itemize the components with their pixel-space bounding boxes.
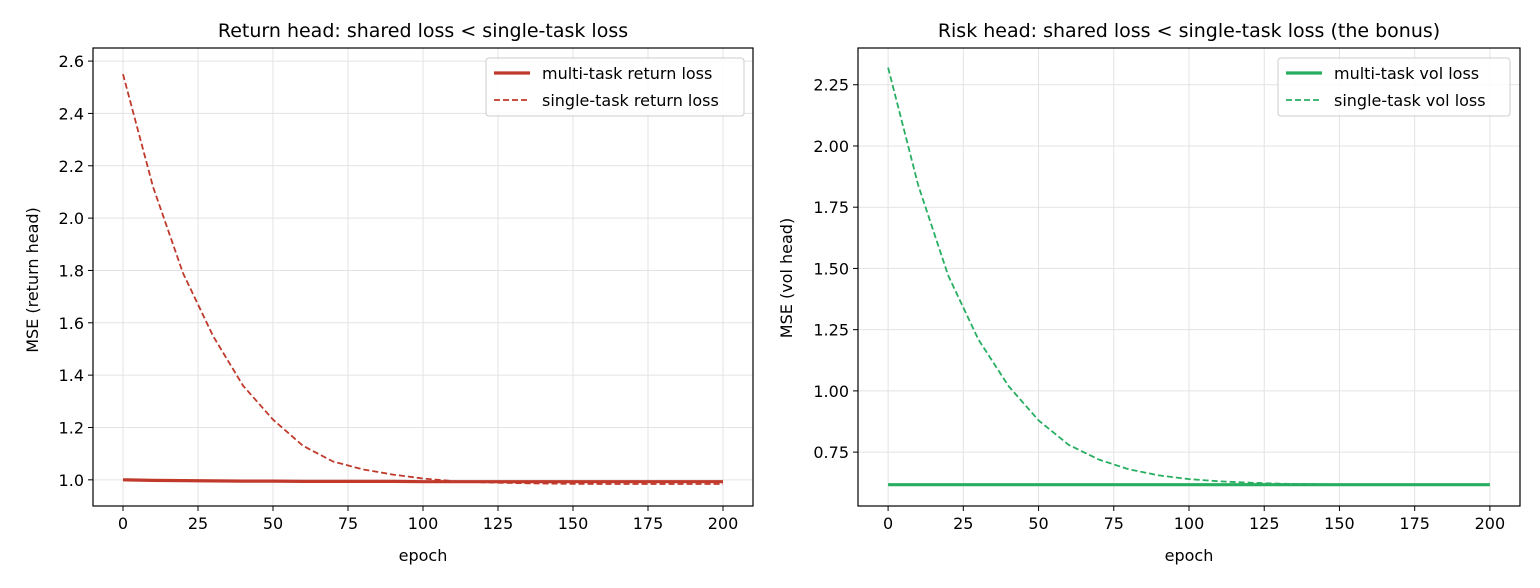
x-tick-label: 0 [118, 514, 128, 533]
y-tick-label: 2.6 [59, 52, 84, 71]
y-tick-label: 1.8 [59, 261, 84, 280]
x-tick-label: 25 [188, 514, 208, 533]
plot-frame [857, 47, 1521, 507]
x-tick-label: 50 [1028, 514, 1048, 533]
x-axis-label: epoch [1165, 546, 1214, 565]
chart-title: Return head: shared loss < single-task l… [218, 20, 628, 42]
y-tick-label: 1.4 [59, 366, 84, 385]
y-tick-label: 1.00 [813, 382, 849, 401]
x-axis-label: epoch [399, 546, 448, 565]
chart-title: Risk head: shared loss < single-task los… [938, 20, 1440, 42]
legend-box [485, 57, 745, 117]
x-tick-label: 75 [1104, 514, 1124, 533]
series-line [887, 67, 1490, 486]
y-axis-label: MSE (vol head) [777, 218, 796, 338]
y-tick-label: 2.4 [59, 104, 84, 123]
x-tick-label: 175 [1399, 514, 1430, 533]
plot-frame [92, 47, 754, 507]
chart-panel-risk-head: Risk head: shared loss < single-task los… [777, 20, 1521, 565]
y-tick-label: 2.2 [59, 157, 84, 176]
y-tick-label: 0.75 [813, 443, 849, 462]
series-line [122, 478, 723, 484]
x-tick-label: 0 [883, 514, 893, 533]
x-tick-label: 100 [408, 514, 439, 533]
x-tick-label: 200 [1475, 514, 1506, 533]
x-tick-label: 125 [1249, 514, 1280, 533]
x-tick-label: 125 [483, 514, 514, 533]
y-tick-label: 1.2 [59, 418, 84, 437]
y-tick-label: 1.0 [59, 471, 84, 490]
y-tick-label: 1.25 [813, 321, 849, 340]
x-tick-label: 100 [1174, 514, 1205, 533]
chart-panel-return-head: Return head: shared loss < single-task l… [23, 20, 754, 565]
legend-label: single-task return loss [542, 91, 719, 110]
x-tick-label: 150 [1324, 514, 1355, 533]
x-tick-label: 75 [338, 514, 358, 533]
legend-label: multi-task vol loss [1334, 64, 1479, 83]
y-tick-label: 2.25 [813, 76, 849, 95]
y-tick-label: 1.75 [813, 198, 849, 217]
y-tick-label: 1.6 [59, 314, 84, 333]
x-tick-label: 200 [708, 514, 739, 533]
legend-label: single-task vol loss [1334, 91, 1486, 110]
y-tick-label: 2.0 [59, 209, 84, 228]
x-tick-label: 25 [953, 514, 973, 533]
y-axis-label: MSE (return head) [23, 207, 42, 353]
y-tick-label: 1.50 [813, 259, 849, 278]
x-tick-label: 175 [633, 514, 664, 533]
x-tick-label: 150 [558, 514, 589, 533]
legend-box [1277, 57, 1511, 117]
y-tick-label: 2.00 [813, 137, 849, 156]
legend-label: multi-task return loss [542, 64, 712, 83]
x-tick-label: 50 [263, 514, 283, 533]
